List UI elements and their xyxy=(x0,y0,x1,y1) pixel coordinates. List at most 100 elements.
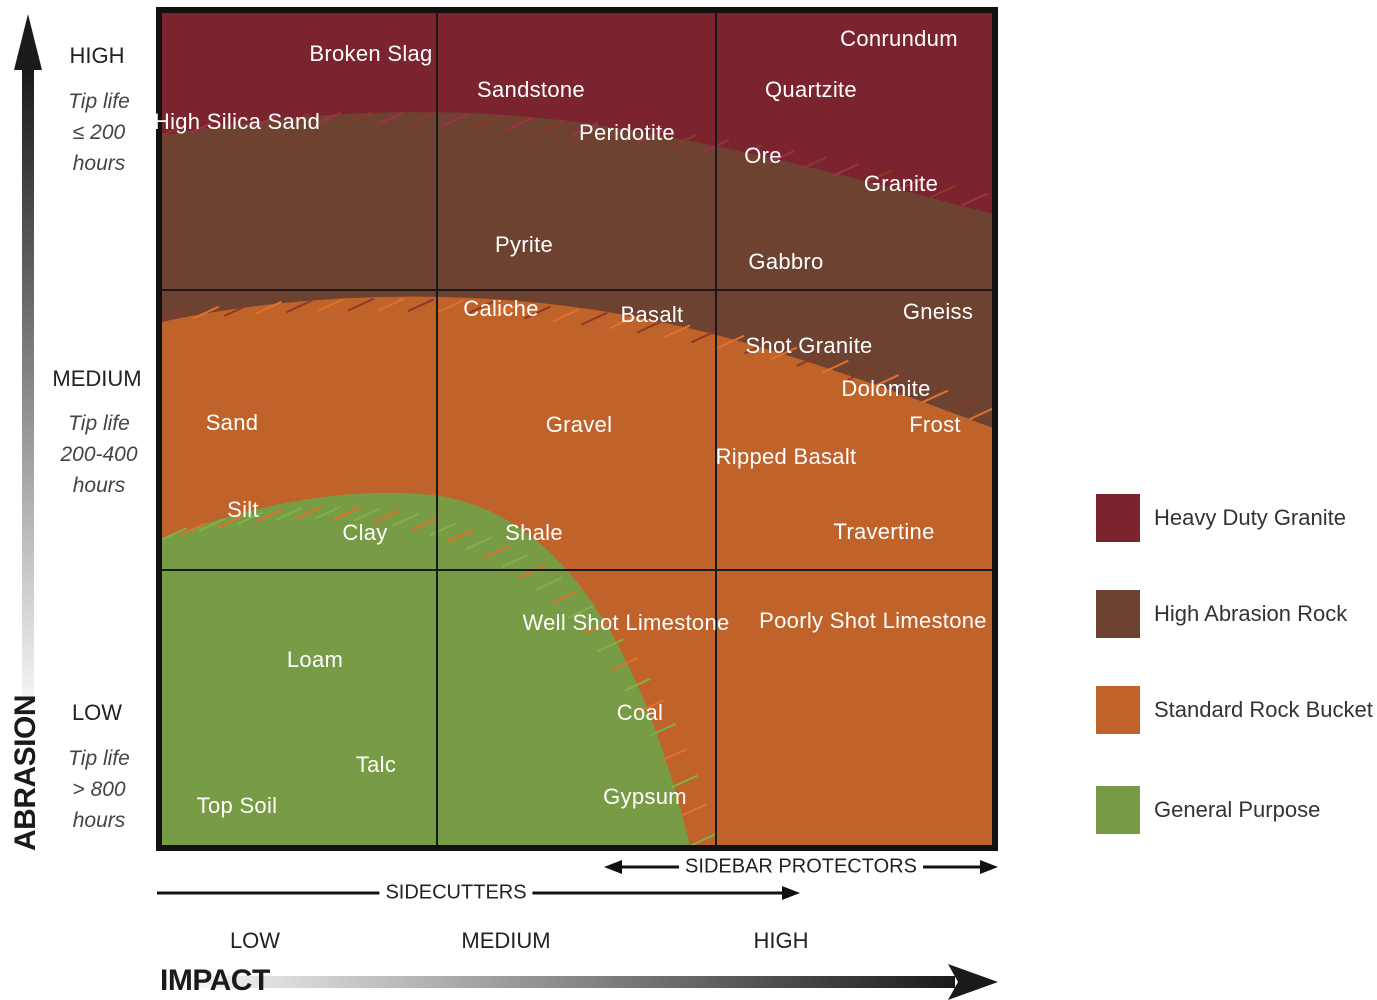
hatch-mark xyxy=(506,116,534,131)
material-label: Ore xyxy=(744,143,782,168)
hatch-mark xyxy=(447,528,475,543)
hatch-mark xyxy=(872,374,900,389)
hatch-mark xyxy=(501,554,529,568)
hatch-mark xyxy=(770,346,798,361)
hatch-mark xyxy=(286,299,313,314)
hatch-mark xyxy=(680,803,708,817)
legend-label: General Purpose xyxy=(1154,797,1321,822)
y-level-high: HIGH xyxy=(69,43,125,68)
hatch-mark xyxy=(518,564,546,579)
hatch-mark xyxy=(608,315,636,330)
material-label: Talc xyxy=(355,752,397,777)
hatch-mark xyxy=(353,507,381,522)
material-label: Gneiss xyxy=(902,299,974,324)
hatch-mark xyxy=(410,517,438,532)
hatch-mark xyxy=(161,123,188,137)
material-label: Coal xyxy=(616,700,664,725)
material-label: Basalt xyxy=(620,302,684,327)
material-label: Granite xyxy=(863,171,939,196)
legend-label: Heavy Duty Granite xyxy=(1154,505,1346,530)
abrasion-arrowhead xyxy=(14,14,42,70)
material-label: Sand xyxy=(205,410,259,435)
legend-label: High Abrasion Rock xyxy=(1154,601,1348,626)
hatch-mark xyxy=(179,522,207,537)
hatch-mark xyxy=(377,111,405,126)
hatch-mark xyxy=(610,657,638,672)
hatch-mark xyxy=(314,505,342,520)
hatch-mark xyxy=(582,621,610,635)
hatch-mark xyxy=(921,389,949,404)
x-level-high: HIGH xyxy=(753,928,809,953)
hatch-mark xyxy=(190,119,218,134)
y-tip-high: Tip life ≤ 200 hours xyxy=(68,90,130,175)
hatch-mark xyxy=(345,111,373,126)
hatch-mark xyxy=(441,113,469,127)
legend-item: General Purpose xyxy=(1096,786,1320,834)
material-label: Pyrite xyxy=(494,232,554,257)
hatch-mark xyxy=(347,297,375,312)
hatch-mark xyxy=(429,522,457,537)
y-level-medium: MEDIUM xyxy=(52,366,142,391)
material-label: Sandstone xyxy=(477,77,585,102)
abrasion-axis-title: ABRASION xyxy=(9,694,42,852)
hatch-mark xyxy=(897,177,924,191)
material-label: Loam xyxy=(286,647,344,672)
hatch-mark xyxy=(929,184,956,199)
hatch-mark xyxy=(483,544,511,559)
hatch-mark xyxy=(333,506,361,521)
material-label: Shale xyxy=(505,520,563,545)
x-level-medium: MEDIUM xyxy=(461,928,551,953)
hatch-mark xyxy=(524,305,551,320)
hatch-mark xyxy=(436,299,464,314)
general-boundary-hatch xyxy=(161,505,717,846)
sidecutters-label: SIDECUTTERS xyxy=(379,881,533,905)
hatch-mark xyxy=(660,748,688,762)
hatch-mark xyxy=(567,605,594,619)
hatch-mark xyxy=(535,577,562,591)
hatch-mark xyxy=(538,119,566,134)
hatch-mark xyxy=(198,518,226,532)
hatch-mark xyxy=(663,324,691,339)
hatch-mark xyxy=(767,150,795,164)
material-label: Gravel xyxy=(545,412,613,437)
legend-item: Heavy Duty Granite xyxy=(1096,494,1346,542)
hatch-mark xyxy=(377,297,405,312)
hatch-mark xyxy=(316,298,344,313)
legend-swatch xyxy=(1096,494,1140,542)
hatch-mark xyxy=(256,508,283,523)
plot-frame xyxy=(156,7,998,851)
material-label: Ripped Basalt xyxy=(715,444,857,469)
hatch-mark xyxy=(495,303,523,317)
zone-heavy-duty-granite xyxy=(161,12,993,214)
hatch-mark xyxy=(372,509,400,524)
material-label: Dolomite xyxy=(841,376,931,401)
material-label: Quartzite xyxy=(765,77,857,102)
hatch-mark xyxy=(223,303,251,317)
material-label: Shot Granite xyxy=(745,333,873,358)
hatch-mark xyxy=(717,334,745,349)
y-level-low: LOW xyxy=(71,700,123,725)
hatch-mark xyxy=(473,114,501,129)
material-label: Caliche xyxy=(463,296,539,321)
grid-lines xyxy=(161,12,993,846)
legend-swatch xyxy=(1096,686,1140,734)
hatch-mark xyxy=(624,677,652,692)
material-label: Poorly Shot Limestone xyxy=(759,608,987,633)
hatch-mark xyxy=(251,114,279,129)
hatch-mark xyxy=(552,308,580,323)
sidebar-protectors-label: SIDEBAR PROTECTORS xyxy=(679,855,923,879)
hatch-mark xyxy=(221,116,248,131)
material-label: Gabbro xyxy=(748,249,824,274)
material-label: Conrundum xyxy=(840,26,958,51)
legend-label: Standard Rock Bucket xyxy=(1154,697,1373,722)
material-label: Peridotite xyxy=(579,120,675,145)
hatch-mark xyxy=(407,298,435,313)
hatch-mark xyxy=(847,366,875,381)
impact-arrow xyxy=(160,976,955,988)
abrasion-boundary-hatch xyxy=(161,297,993,428)
hatch-mark xyxy=(636,129,664,144)
legend-item: Standard Rock Bucket xyxy=(1096,686,1373,734)
hatch-mark xyxy=(690,329,718,344)
hatch-mark xyxy=(409,111,437,126)
material-label: Top Soil xyxy=(196,793,278,818)
